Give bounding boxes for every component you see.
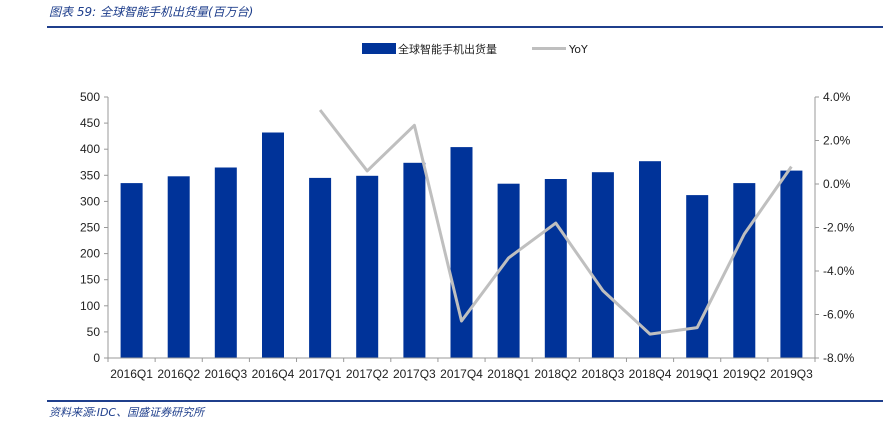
x-axis-tick-label: 2016Q2 [157, 367, 200, 381]
right-axis-tick-label: 4.0% [823, 90, 851, 104]
right-axis-tick-label: 0.0% [823, 177, 851, 191]
left-axis-tick-label: 100 [80, 299, 100, 313]
x-axis-tick-label: 2019Q2 [723, 367, 766, 381]
legend-bar-label: 全球智能手机出货量 [398, 42, 497, 56]
plot-area: 0 50 100 150 200 250 300 350 400 450 500 -8.0% -6.0%… [80, 90, 855, 381]
source-note: 资料来源:IDC、国盛证券研究所 [49, 406, 205, 419]
right-axis-tick-label: -2.0% [823, 221, 855, 235]
left-axis-tick-label: 350 [80, 168, 100, 182]
left-axis-tick-label: 50 [87, 325, 101, 339]
legend-line-label: YoY [568, 43, 588, 56]
x-axis-tick-label: 2018Q3 [582, 367, 625, 381]
left-axis-tick-label: 250 [80, 221, 100, 235]
yoy-line [318, 109, 793, 336]
x-axis-tick-label: 2018Q2 [534, 367, 577, 381]
bar-2016Q3 [214, 167, 237, 358]
left-axis-tick-label: 400 [80, 142, 100, 156]
bar-2018Q2 [544, 179, 567, 358]
bar-2019Q1 [686, 195, 709, 358]
bar-2019Q2 [733, 183, 756, 358]
legend-bar-swatch [362, 43, 396, 54]
bar-2018Q1 [497, 183, 520, 358]
left-axis-tick-label: 500 [80, 90, 100, 104]
left-axis-tick-label: 450 [80, 116, 100, 130]
right-axis-tick-label: -8.0% [823, 351, 855, 365]
x-axis-tick-label: 2017Q1 [299, 367, 342, 381]
bar-2017Q4 [450, 147, 473, 358]
bar-2018Q3 [591, 172, 614, 358]
bottom-divider [47, 400, 883, 402]
right-axis-tick-label: 2.0% [823, 134, 851, 148]
bar-2017Q3 [403, 162, 426, 358]
right-axis-tick-label: -4.0% [823, 264, 855, 278]
x-axis-tick-label: 2019Q1 [676, 367, 719, 381]
x-axis-tick-label: 2017Q2 [346, 367, 389, 381]
bar-2016Q2 [167, 176, 190, 358]
right-axis-tick-label: -6.0% [823, 308, 855, 322]
bar-2017Q1 [309, 177, 332, 358]
left-axis-tick-label: 300 [80, 194, 100, 208]
x-axis-tick-label: 2017Q4 [440, 367, 483, 381]
bar-2016Q1 [120, 183, 143, 358]
bar-2018Q4 [639, 161, 661, 358]
top-divider [47, 26, 883, 28]
bar-2017Q2 [356, 175, 379, 358]
x-axis-tick-label: 2016Q1 [110, 367, 153, 381]
x-axis-tick-label: 2016Q4 [252, 367, 295, 381]
chart-legend: 全球智能手机出货量 YoY [362, 42, 588, 56]
figure-caption: 图表 59: 全球智能手机出货量(百万台) [49, 5, 254, 19]
left-axis-tick-label: 0 [93, 351, 100, 365]
x-axis-tick-label: 2017Q3 [393, 367, 436, 381]
x-axis-tick-label: 2018Q1 [487, 367, 530, 381]
left-axis-tick-label: 150 [80, 273, 100, 287]
bar-2019Q3 [780, 170, 803, 358]
bar-2016Q4 [262, 132, 284, 358]
x-axis-tick-label: 2018Q4 [629, 367, 672, 381]
x-axis-tick-label: 2016Q3 [204, 367, 247, 381]
left-axis-tick-label: 200 [80, 247, 100, 261]
x-axis-tick-label: 2019Q3 [770, 367, 813, 381]
